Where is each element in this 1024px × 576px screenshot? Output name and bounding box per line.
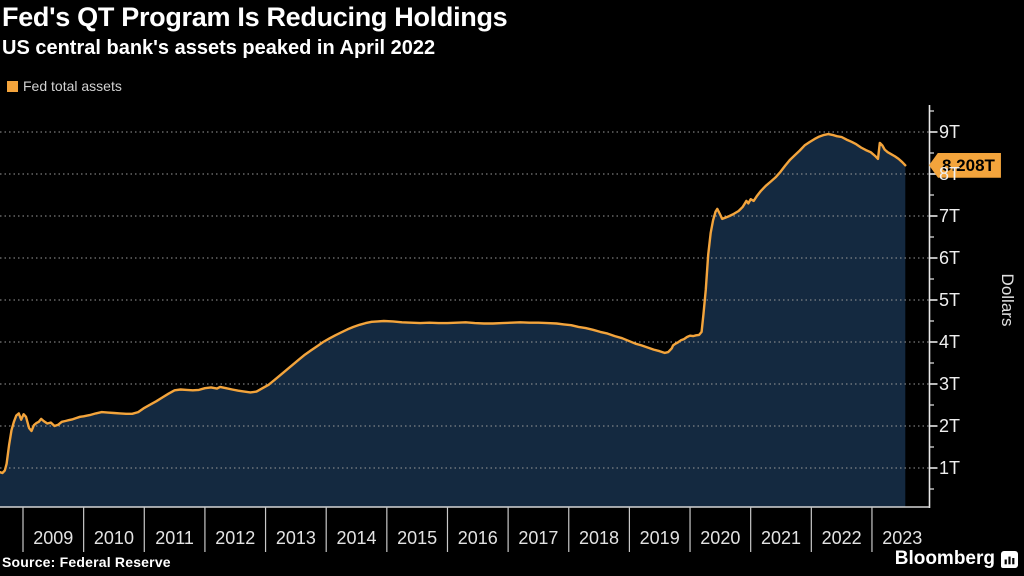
y-tick-label: 5T [939, 290, 961, 310]
x-tick-label: 2009 [33, 528, 74, 548]
y-tick-label: 2T [939, 416, 961, 436]
page-title: Fed's QT Program Is Reducing Holdings [2, 2, 508, 32]
legend-label: Fed total assets [23, 78, 122, 94]
x-tick-label: 2018 [579, 528, 620, 548]
x-tick-label: 2021 [760, 528, 801, 548]
y-tick-label: 3T [939, 374, 961, 394]
x-tick-label: 2015 [397, 528, 438, 548]
legend: Fed total assets [7, 78, 122, 94]
y-tick-label: 1T [939, 458, 961, 478]
bloomberg-logo-icon [1001, 550, 1018, 568]
y-tick-label: 6T [939, 248, 961, 268]
x-tick-label: 2020 [700, 528, 741, 548]
brand-name: Bloomberg [894, 548, 995, 569]
y-axis-title: Dollars [998, 273, 1017, 327]
x-tick-label: 2023 [882, 528, 923, 548]
x-tick-label: 2016 [457, 528, 498, 548]
y-tick-label: 7T [939, 206, 961, 226]
y-tick-label: 8T [939, 164, 961, 184]
x-tick-label: 2014 [336, 528, 377, 548]
source-note: Source: Federal Reserve [2, 554, 171, 570]
brand: Bloomberg [895, 548, 1018, 570]
x-tick-label: 2022 [821, 528, 862, 548]
x-tick-label: 2011 [155, 528, 194, 548]
legend-swatch-icon [7, 80, 18, 92]
x-tick-label: 2012 [215, 528, 256, 548]
y-tick-label: 4T [939, 332, 961, 352]
x-tick-label: 2017 [518, 528, 559, 548]
last-value-tag: 8.208T [929, 152, 1001, 178]
page-subtitle: US central bank's assets peaked in April… [2, 37, 436, 59]
x-tick-label: 2013 [275, 528, 316, 548]
x-tick-label: 2010 [93, 528, 134, 548]
y-tick-label: 9T [939, 122, 961, 142]
x-tick-label: 2019 [639, 528, 680, 548]
